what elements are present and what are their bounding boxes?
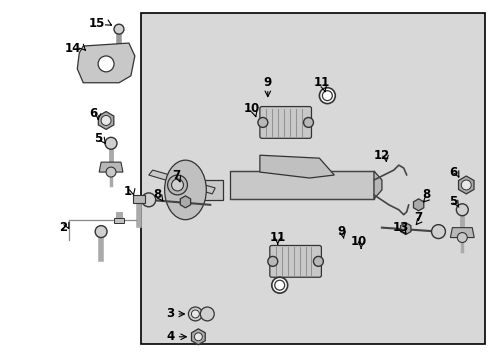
Text: 9: 9 — [336, 225, 345, 238]
Circle shape — [188, 307, 202, 321]
Circle shape — [95, 226, 107, 238]
Polygon shape — [77, 43, 135, 83]
Text: 8: 8 — [422, 188, 430, 201]
Text: 4: 4 — [166, 330, 174, 343]
FancyBboxPatch shape — [269, 246, 321, 277]
Circle shape — [105, 137, 117, 149]
Text: 15: 15 — [89, 17, 105, 30]
Circle shape — [460, 180, 470, 190]
Polygon shape — [148, 170, 215, 194]
Polygon shape — [259, 155, 334, 178]
Text: 10: 10 — [244, 102, 260, 115]
Circle shape — [455, 204, 468, 216]
FancyBboxPatch shape — [259, 107, 311, 138]
Polygon shape — [99, 162, 122, 172]
Polygon shape — [230, 171, 373, 199]
Text: 5: 5 — [94, 132, 102, 145]
Circle shape — [456, 233, 467, 243]
Circle shape — [274, 280, 284, 290]
Circle shape — [322, 91, 332, 100]
Circle shape — [431, 225, 445, 239]
Circle shape — [200, 307, 214, 321]
Text: 14: 14 — [65, 41, 81, 54]
Text: 6: 6 — [448, 166, 457, 179]
Text: 2: 2 — [59, 221, 67, 234]
Text: 5: 5 — [448, 195, 457, 208]
Bar — [193, 180, 223, 200]
Circle shape — [194, 333, 202, 341]
Text: 8: 8 — [153, 188, 162, 201]
Text: 11: 11 — [313, 76, 329, 89]
Text: 10: 10 — [350, 235, 366, 248]
Bar — [141, 13, 484, 344]
Circle shape — [267, 256, 277, 266]
Circle shape — [114, 24, 123, 34]
Text: 9: 9 — [263, 76, 271, 89]
Circle shape — [98, 56, 114, 72]
Text: 11: 11 — [269, 231, 285, 244]
Bar — [133, 195, 144, 203]
Polygon shape — [373, 171, 381, 199]
Text: 13: 13 — [392, 221, 408, 234]
Text: 7: 7 — [172, 168, 180, 181]
Text: 6: 6 — [89, 107, 97, 120]
Circle shape — [313, 256, 323, 266]
Circle shape — [257, 117, 267, 127]
Circle shape — [319, 88, 335, 104]
Text: 7: 7 — [414, 211, 422, 224]
Ellipse shape — [164, 160, 206, 220]
Circle shape — [106, 167, 116, 177]
Circle shape — [303, 117, 313, 127]
Polygon shape — [449, 228, 473, 238]
Circle shape — [191, 310, 199, 318]
Circle shape — [167, 175, 187, 195]
Bar — [114, 218, 123, 223]
Text: 12: 12 — [373, 149, 389, 162]
Text: 1: 1 — [123, 185, 132, 198]
Circle shape — [271, 277, 287, 293]
Text: 3: 3 — [166, 307, 174, 320]
Circle shape — [171, 179, 183, 191]
Circle shape — [101, 116, 111, 125]
Circle shape — [142, 193, 155, 207]
